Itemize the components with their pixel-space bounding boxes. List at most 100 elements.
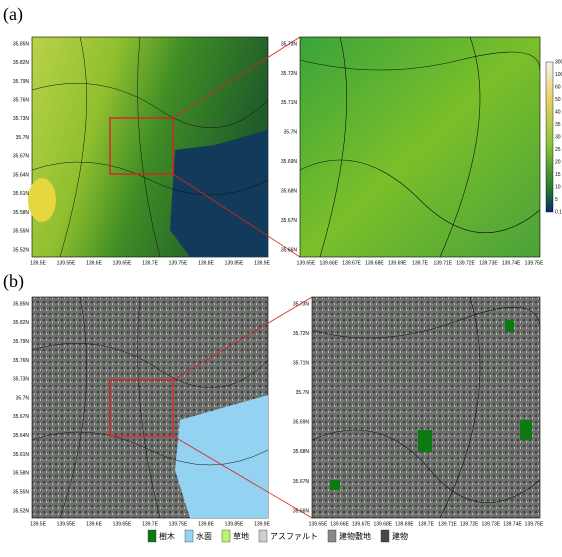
y-tick-label: 35.52N [13,508,30,514]
x-tick-label: 139.9E [254,260,271,266]
y-tick-label: 35.66N [293,508,310,514]
figure: (a) (b) 35.85N 35.82N 35.79N 35.76N 35.73N 35… [0,0,562,552]
legend-label: 建物敷地 [339,531,371,541]
x-tick-label: 139.66E [330,521,349,527]
y-tick-label: 35.82N [13,60,30,66]
legend-swatch [222,530,230,542]
x-tick-label: 139.55E [57,260,76,266]
x-tick-label: 139.7E [142,260,159,266]
colorbar-label: 20 [555,159,561,165]
y-tick-label: 35.71N [281,100,298,106]
y-tick-label: 35.67N [293,479,310,485]
y-tick-label: 35.52N [13,247,30,253]
y-tick-label: 35.85N [13,41,30,47]
y-tick-label: 35.68N [281,188,298,194]
x-tick-label: 139.74E [503,521,522,527]
y-tick-label: 35.73N [13,116,30,122]
x-tick-label: 139.85E [225,260,244,266]
x-tick-label: 139.73E [481,521,500,527]
x-tick-label: 139.67E [352,521,371,527]
x-tick-label: 139.69E [395,521,414,527]
landuse-zoom [312,297,540,518]
legend-swatch [148,530,156,542]
x-tick-label: 139.9E [254,521,271,527]
y-tick-label: 35.73N [281,41,298,47]
x-tick-label: 139.65E [309,521,328,527]
x-tick-label: 139.6E [86,260,103,266]
x-tick-label: 139.65E [297,260,316,266]
y-tick-label: 35.64N [13,433,30,439]
x-tick-label: 139.75E [169,521,188,527]
x-tick-label: 139.8E [198,260,215,266]
x-tick-label: 139.74E [502,260,521,266]
y-tick-label: 35.67N [13,154,30,160]
x-tick-label: 139.73E [479,260,498,266]
y-tick-label: 35.64N [13,172,30,178]
y-tick-label: 35.73N [13,377,30,383]
legend-label: 樹木 [159,531,175,541]
y-tick-label: 35.67N [281,218,298,224]
panel-label: (a) [3,4,23,25]
x-tick-label: 139.69E [388,260,407,266]
y-tick-label: 35.69N [293,420,310,426]
colorbar [546,62,553,212]
x-tick-label: 139.75E [525,260,544,266]
y-tick-label: 35.55N [13,490,30,496]
colorbar-label: 25 [555,147,561,153]
colorbar-label: 10 [555,184,561,190]
colorbar-label: 15 [555,172,561,178]
x-tick-label: 139.68E [373,521,392,527]
landuse-map [32,297,268,518]
y-tick-label: 35.7N [16,135,30,141]
y-tick-label: 35.76N [13,98,30,104]
y-tick-label: 35.7N [16,395,30,401]
x-tick-label: 139.7E [418,521,435,527]
y-tick-label: 35.82N [13,320,30,326]
x-tick-label: 139.5E [30,521,47,527]
y-tick-label: 35.79N [13,339,30,345]
legend-label: 建物 [392,531,408,541]
legend-swatch [328,530,336,542]
y-tick-label: 35.61N [13,191,30,197]
colorbar-label: 0.1 [555,209,562,215]
y-tick-label: 35.72N [293,331,310,337]
x-tick-label: 139.66E [319,260,338,266]
x-tick-label: 139.68E [365,260,384,266]
x-tick-label: 139.67E [342,260,361,266]
y-tick-label: 35.69N [281,159,298,165]
x-tick-label: 139.7E [142,521,159,527]
x-tick-label: 139.65E [113,521,132,527]
y-tick-label: 35.73N [293,301,310,307]
elevation-zoom [300,37,540,257]
colorbar-label: 50 [555,97,561,103]
colorbar-label: 40 [555,109,561,115]
legend-swatch [381,530,389,542]
x-tick-label: 139.71E [438,521,457,527]
x-tick-label: 139.85E [225,521,244,527]
y-tick-label: 35.79N [13,79,30,85]
y-tick-label: 35.67N [13,414,30,420]
y-tick-label: 35.76N [13,358,30,364]
y-tick-label: 35.58N [13,471,30,477]
legend-swatch [259,530,267,542]
x-tick-label: 139.72E [460,521,479,527]
x-tick-label: 139.71E [433,260,452,266]
y-tick-label: 35.68N [293,449,310,455]
y-tick-label: 35.66N [281,247,298,253]
y-tick-label: 35.72N [281,71,298,77]
y-tick-label: 35.85N [13,301,30,307]
colorbar-label: 5 [555,197,558,203]
colorbar-label: 30 [555,134,561,140]
y-tick-label: 35.58N [13,210,30,216]
panel-label: (b) [3,271,24,292]
y-tick-label: 35.61N [13,452,30,458]
legend-swatch [185,530,193,542]
colorbar-label: 60 [555,84,561,90]
legend-label: アスファルト [270,532,318,541]
colorbar-label: 300 [555,59,562,65]
x-tick-label: 139.75E [525,521,544,527]
x-tick-label: 139.7E [412,260,429,266]
legend-label: 草地 [233,531,249,541]
x-tick-label: 139.5E [30,260,47,266]
x-tick-label: 139.65E [113,260,132,266]
